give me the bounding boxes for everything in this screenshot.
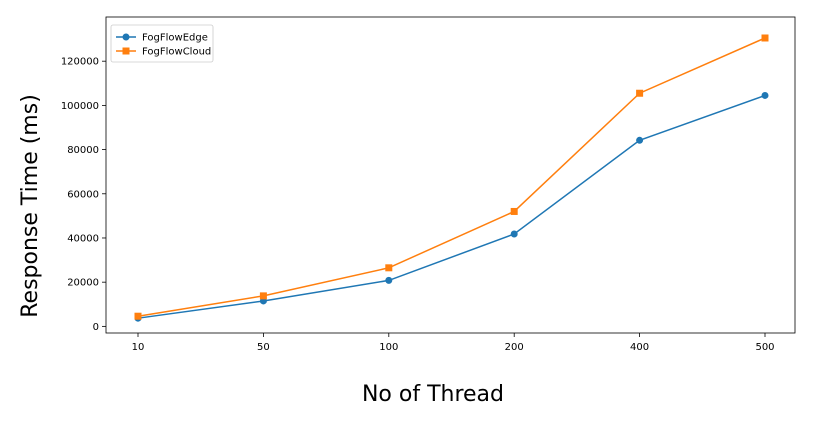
series-line-fogflowcloud	[137, 37, 766, 317]
x-axis: 10 50 100 200 400 500	[132, 333, 775, 353]
series-line-fogflowedge	[137, 94, 766, 319]
y-tick-label: 80000	[67, 145, 99, 156]
data-point-fogflowcloud	[761, 34, 769, 42]
y-tick-label: 120000	[61, 57, 99, 68]
y-tick-label: 20000	[67, 278, 99, 289]
data-point-fogflowcloud	[636, 89, 644, 97]
y-axis-title: Response Time (ms)	[18, 94, 43, 318]
data-point-fogflowedge	[636, 136, 644, 144]
y-tick-label: 40000	[67, 233, 99, 244]
data-point-fogflowedge	[510, 230, 518, 238]
legend-label-fogflowedge: FogFlowEdge	[142, 33, 208, 44]
legend-label-fogflowcloud: FogFlowCloud	[142, 47, 211, 58]
data-point-fogflowcloud	[134, 312, 142, 320]
legend-box	[110, 24, 214, 63]
series-layer	[134, 34, 769, 322]
legend: FogFlowEdge FogFlowCloud	[110, 24, 214, 63]
x-tick-label: 10	[132, 342, 145, 353]
data-point-fogflowcloud	[510, 207, 518, 215]
y-tick-label: 100000	[61, 101, 99, 112]
x-tick-label: 100	[379, 342, 398, 353]
x-tick-label: 400	[630, 342, 649, 353]
data-point-fogflowcloud	[385, 264, 393, 272]
plot-area-frame	[105, 16, 796, 334]
x-tick-label: 200	[505, 342, 524, 353]
legend-marker-fogflowcloud	[122, 47, 130, 55]
y-tick-label: 60000	[67, 189, 99, 200]
x-tick-label: 500	[755, 342, 774, 353]
data-point-fogflowedge	[385, 276, 393, 284]
data-point-fogflowedge	[761, 91, 769, 99]
data-point-fogflowcloud	[259, 292, 267, 300]
y-axis: 0 20000 40000 60000 80000 100000 120000	[61, 57, 106, 333]
legend-marker-fogflowedge	[122, 33, 130, 41]
y-tick-label: 0	[93, 322, 99, 333]
x-tick-label: 50	[257, 342, 270, 353]
x-axis-title: No of Thread	[362, 382, 504, 407]
